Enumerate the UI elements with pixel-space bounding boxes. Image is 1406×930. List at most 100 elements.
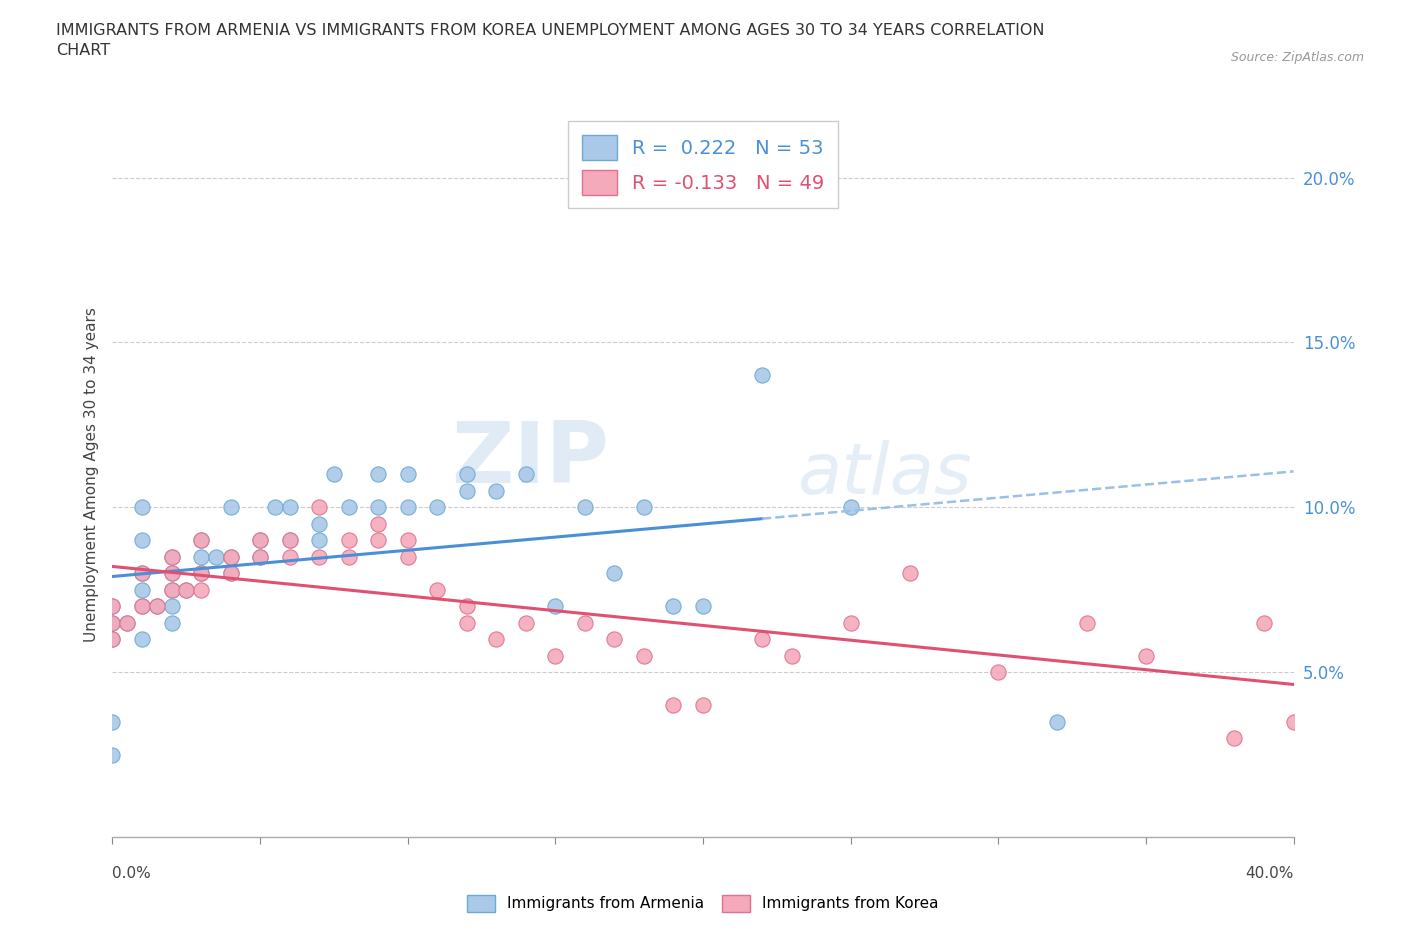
- Text: Source: ZipAtlas.com: Source: ZipAtlas.com: [1230, 51, 1364, 64]
- Text: ZIP: ZIP: [451, 418, 609, 501]
- Point: [101, 747, 124, 762]
- Point: [174, 582, 197, 597]
- Legend: Immigrants from Armenia, Immigrants from Korea: Immigrants from Armenia, Immigrants from…: [461, 889, 945, 918]
- Point: [692, 599, 714, 614]
- Point: [101, 616, 124, 631]
- Point: [101, 714, 124, 729]
- Point: [131, 599, 153, 614]
- Point: [264, 499, 287, 514]
- Point: [633, 648, 655, 663]
- Point: [131, 631, 153, 646]
- Point: [456, 616, 478, 631]
- Point: [278, 533, 301, 548]
- Point: [308, 550, 330, 565]
- Text: 0.0%: 0.0%: [112, 866, 152, 881]
- Point: [603, 565, 626, 580]
- Point: [1046, 714, 1069, 729]
- Point: [117, 616, 138, 631]
- Point: [308, 516, 330, 531]
- Point: [190, 533, 212, 548]
- Point: [131, 499, 153, 514]
- Point: [160, 582, 183, 597]
- Point: [160, 616, 183, 631]
- Point: [190, 533, 212, 548]
- Text: atlas: atlas: [797, 440, 972, 509]
- Point: [337, 550, 360, 565]
- Point: [337, 533, 360, 548]
- Point: [160, 582, 183, 597]
- Point: [249, 533, 271, 548]
- Point: [219, 565, 242, 580]
- Point: [574, 616, 596, 631]
- Point: [396, 467, 419, 482]
- Point: [367, 499, 389, 514]
- Point: [515, 467, 537, 482]
- Point: [101, 599, 124, 614]
- Point: [544, 599, 567, 614]
- Point: [101, 631, 124, 646]
- Point: [396, 499, 419, 514]
- Point: [101, 599, 124, 614]
- Point: [249, 533, 271, 548]
- Point: [396, 550, 419, 565]
- Point: [190, 565, 212, 580]
- Point: [485, 484, 508, 498]
- Point: [544, 648, 567, 663]
- Point: [1135, 648, 1157, 663]
- Point: [456, 599, 478, 614]
- Point: [249, 550, 271, 565]
- Point: [426, 582, 449, 597]
- Point: [456, 467, 478, 482]
- Point: [574, 499, 596, 514]
- Point: [603, 631, 626, 646]
- Point: [131, 582, 153, 597]
- Point: [515, 616, 537, 631]
- Point: [190, 550, 212, 565]
- Point: [662, 698, 685, 712]
- Point: [367, 467, 389, 482]
- Point: [146, 599, 169, 614]
- Point: [987, 665, 1010, 680]
- Legend: R =  0.222   N = 53, R = -0.133   N = 49: R = 0.222 N = 53, R = -0.133 N = 49: [568, 121, 838, 208]
- Point: [219, 550, 242, 565]
- Point: [485, 631, 508, 646]
- Point: [190, 582, 212, 597]
- Point: [160, 565, 183, 580]
- Point: [751, 631, 773, 646]
- Point: [190, 565, 212, 580]
- Point: [131, 533, 153, 548]
- Point: [323, 467, 346, 482]
- Point: [146, 599, 169, 614]
- Point: [692, 698, 714, 712]
- Point: [308, 533, 330, 548]
- Point: [219, 499, 242, 514]
- Point: [219, 565, 242, 580]
- Point: [1223, 731, 1246, 746]
- Point: [160, 565, 183, 580]
- Point: [249, 550, 271, 565]
- Point: [278, 499, 301, 514]
- Point: [174, 582, 197, 597]
- Point: [101, 631, 124, 646]
- Point: [160, 599, 183, 614]
- Point: [160, 550, 183, 565]
- Text: IMMIGRANTS FROM ARMENIA VS IMMIGRANTS FROM KOREA UNEMPLOYMENT AMONG AGES 30 TO 3: IMMIGRANTS FROM ARMENIA VS IMMIGRANTS FR…: [56, 23, 1045, 58]
- Point: [662, 599, 685, 614]
- Point: [456, 484, 478, 498]
- Point: [839, 499, 862, 514]
- Point: [278, 533, 301, 548]
- Point: [101, 616, 124, 631]
- Point: [780, 648, 803, 663]
- Point: [219, 550, 242, 565]
- Y-axis label: Unemployment Among Ages 30 to 34 years: Unemployment Among Ages 30 to 34 years: [83, 307, 98, 642]
- Point: [131, 565, 153, 580]
- Point: [1076, 616, 1098, 631]
- Point: [1253, 616, 1275, 631]
- Point: [426, 499, 449, 514]
- Point: [839, 616, 862, 631]
- Point: [205, 550, 228, 565]
- Point: [160, 550, 183, 565]
- Point: [396, 533, 419, 548]
- Text: 40.0%: 40.0%: [1246, 866, 1294, 881]
- Point: [117, 616, 138, 631]
